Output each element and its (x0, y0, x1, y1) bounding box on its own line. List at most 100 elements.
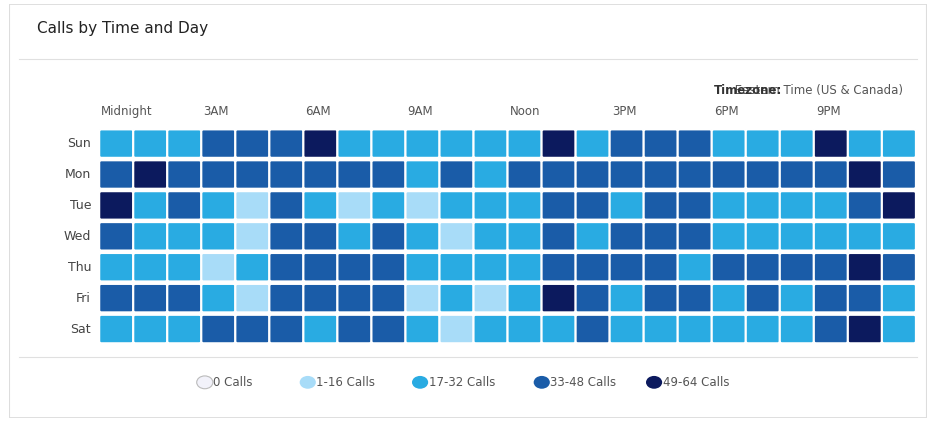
FancyBboxPatch shape (711, 253, 746, 281)
FancyBboxPatch shape (576, 315, 609, 343)
FancyBboxPatch shape (576, 191, 609, 219)
FancyBboxPatch shape (542, 130, 576, 158)
FancyBboxPatch shape (133, 191, 168, 219)
FancyBboxPatch shape (474, 222, 507, 251)
Text: Thu: Thu (67, 261, 91, 274)
Circle shape (197, 376, 212, 389)
FancyBboxPatch shape (168, 315, 201, 343)
FancyBboxPatch shape (678, 253, 711, 281)
Circle shape (646, 376, 662, 389)
FancyBboxPatch shape (746, 191, 780, 219)
FancyBboxPatch shape (337, 130, 372, 158)
FancyBboxPatch shape (270, 284, 303, 312)
Text: 17-32 Calls: 17-32 Calls (429, 376, 495, 389)
FancyBboxPatch shape (813, 222, 848, 251)
FancyBboxPatch shape (337, 191, 372, 219)
FancyBboxPatch shape (235, 315, 270, 343)
Text: 49-64 Calls: 49-64 Calls (663, 376, 729, 389)
Text: Fri: Fri (76, 292, 91, 305)
FancyBboxPatch shape (746, 315, 780, 343)
FancyBboxPatch shape (576, 222, 609, 251)
FancyBboxPatch shape (133, 284, 168, 312)
FancyBboxPatch shape (609, 130, 644, 158)
FancyBboxPatch shape (372, 315, 405, 343)
Text: 1-16 Calls: 1-16 Calls (316, 376, 375, 389)
FancyBboxPatch shape (711, 315, 746, 343)
FancyBboxPatch shape (813, 191, 848, 219)
FancyBboxPatch shape (235, 130, 270, 158)
FancyBboxPatch shape (405, 160, 440, 189)
Text: Noon: Noon (509, 105, 540, 118)
FancyBboxPatch shape (882, 191, 916, 219)
FancyBboxPatch shape (576, 160, 609, 189)
FancyBboxPatch shape (133, 253, 168, 281)
FancyBboxPatch shape (542, 191, 576, 219)
FancyBboxPatch shape (780, 253, 813, 281)
FancyBboxPatch shape (405, 315, 440, 343)
FancyBboxPatch shape (372, 253, 405, 281)
FancyBboxPatch shape (168, 130, 201, 158)
Text: Sun: Sun (67, 137, 91, 150)
FancyBboxPatch shape (813, 130, 848, 158)
FancyBboxPatch shape (270, 315, 303, 343)
FancyBboxPatch shape (474, 253, 507, 281)
FancyBboxPatch shape (440, 222, 474, 251)
FancyBboxPatch shape (168, 253, 201, 281)
FancyBboxPatch shape (440, 315, 474, 343)
FancyBboxPatch shape (609, 284, 644, 312)
FancyBboxPatch shape (405, 191, 440, 219)
FancyBboxPatch shape (848, 191, 882, 219)
FancyBboxPatch shape (609, 315, 644, 343)
FancyBboxPatch shape (235, 191, 270, 219)
FancyBboxPatch shape (711, 222, 746, 251)
FancyBboxPatch shape (133, 130, 168, 158)
FancyBboxPatch shape (813, 284, 848, 312)
FancyBboxPatch shape (542, 253, 576, 281)
FancyBboxPatch shape (746, 253, 780, 281)
FancyBboxPatch shape (303, 253, 337, 281)
FancyBboxPatch shape (746, 130, 780, 158)
FancyBboxPatch shape (882, 222, 916, 251)
FancyBboxPatch shape (440, 284, 474, 312)
FancyBboxPatch shape (303, 284, 337, 312)
FancyBboxPatch shape (780, 284, 813, 312)
FancyBboxPatch shape (440, 191, 474, 219)
FancyBboxPatch shape (99, 130, 133, 158)
FancyBboxPatch shape (711, 160, 746, 189)
Text: 9PM: 9PM (816, 105, 841, 118)
FancyBboxPatch shape (609, 191, 644, 219)
FancyBboxPatch shape (99, 160, 133, 189)
FancyBboxPatch shape (270, 222, 303, 251)
FancyBboxPatch shape (201, 284, 235, 312)
FancyBboxPatch shape (99, 253, 133, 281)
FancyBboxPatch shape (542, 160, 576, 189)
Text: 6PM: 6PM (714, 105, 739, 118)
FancyBboxPatch shape (201, 253, 235, 281)
FancyBboxPatch shape (372, 191, 405, 219)
FancyBboxPatch shape (576, 253, 609, 281)
FancyBboxPatch shape (780, 191, 813, 219)
Text: 3PM: 3PM (612, 105, 636, 118)
FancyBboxPatch shape (440, 130, 474, 158)
FancyBboxPatch shape (644, 253, 678, 281)
FancyBboxPatch shape (235, 160, 270, 189)
Text: 0 Calls: 0 Calls (213, 376, 253, 389)
FancyBboxPatch shape (644, 315, 678, 343)
FancyBboxPatch shape (882, 160, 916, 189)
FancyBboxPatch shape (133, 222, 168, 251)
FancyBboxPatch shape (813, 253, 848, 281)
FancyBboxPatch shape (644, 284, 678, 312)
FancyBboxPatch shape (235, 284, 270, 312)
Text: Sat: Sat (70, 322, 91, 335)
FancyBboxPatch shape (507, 315, 542, 343)
FancyBboxPatch shape (201, 315, 235, 343)
FancyBboxPatch shape (303, 191, 337, 219)
Text: Eastern Time (US & Canada): Eastern Time (US & Canada) (731, 84, 903, 97)
FancyBboxPatch shape (746, 284, 780, 312)
FancyBboxPatch shape (678, 191, 711, 219)
FancyBboxPatch shape (542, 315, 576, 343)
FancyBboxPatch shape (168, 284, 201, 312)
FancyBboxPatch shape (609, 253, 644, 281)
FancyBboxPatch shape (507, 253, 542, 281)
FancyBboxPatch shape (235, 253, 270, 281)
